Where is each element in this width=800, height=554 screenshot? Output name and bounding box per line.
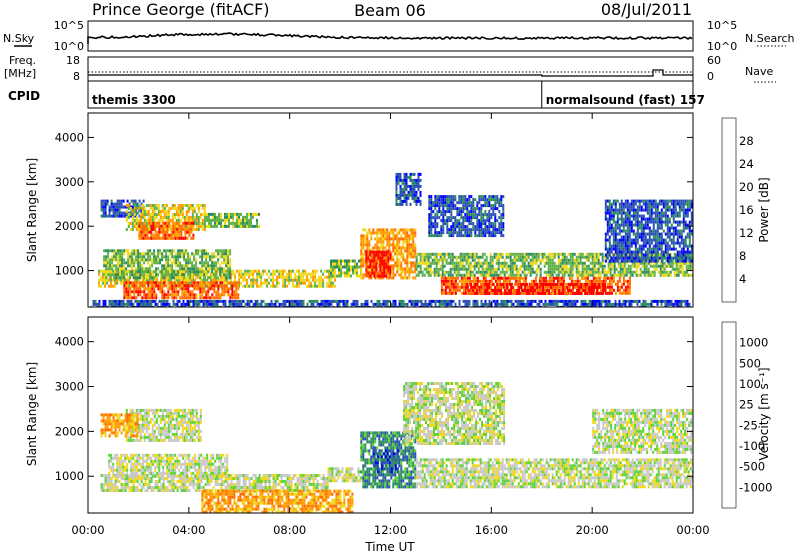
date-label: 08/Jul/2011: [601, 0, 692, 19]
velocity-colorbar-frame: [721, 321, 737, 509]
time-axis: 00:00 04:00 08:00 12:00 16:00 20:00 00:00: [71, 113, 710, 537]
velocity-region: [100, 413, 139, 438]
power-region: [138, 221, 195, 240]
power-colorbar-frame: [721, 117, 737, 303]
cpid-mode-label: themis 3300: [92, 93, 176, 107]
power-region: [123, 281, 240, 300]
velocity-colorbar-tick-label: 1000: [739, 336, 768, 350]
velocity-colorbar-label: Velocity [m s⁻¹]: [757, 367, 771, 460]
freq-unit-label: [MHz]: [4, 67, 36, 80]
power-region: [330, 259, 362, 278]
velocity-colorbar-tick-label: -500: [739, 460, 765, 474]
freq-label: Freq.: [9, 54, 36, 67]
power-colorbar-tick-label: 28: [739, 134, 754, 148]
time-tick-label: 00:00: [676, 523, 709, 537]
velocity-y-axis: 1000 2000 3000 4000: [55, 335, 693, 483]
freq-left-tick-bottom: 8: [73, 70, 80, 83]
freq-panel-frame: [87, 56, 694, 82]
power-colorbar-tick-label: 24: [739, 157, 754, 171]
velocity-colorbar-tick-label: -25: [739, 418, 758, 432]
velocity-y-tick-label: 1000: [55, 469, 84, 483]
power-y-tick-label: 2000: [55, 219, 84, 233]
figure-title: Prince George (fitACF): [92, 0, 270, 19]
time-tick-label: 12:00: [374, 523, 407, 537]
power-region: [365, 250, 392, 278]
power-region: [204, 212, 260, 228]
power-heatmap: [90, 172, 693, 307]
power-y-axis: 1000 2000 3000 4000: [55, 130, 693, 278]
power-colorbar-tick-label: 12: [739, 226, 754, 240]
time-tick-label: 00:00: [71, 523, 104, 537]
velocity-y-tick-label: 2000: [55, 424, 84, 438]
time-tick-label: 04:00: [172, 523, 205, 537]
velocity-region: [403, 382, 506, 445]
velocity-region: [108, 453, 229, 478]
velocity-region: [372, 449, 399, 474]
noise-sky-trace: [87, 32, 693, 44]
velocity-colorbar: 1000 500 100 25 -25 -100 -500 -1000: [721, 321, 772, 509]
velocity-ylabel: Slant Range [km]: [25, 362, 39, 466]
beam-label: Beam 06: [354, 1, 426, 20]
velocity-region: [592, 408, 693, 454]
power-y-tick-label: 1000: [55, 264, 84, 278]
velocity-colorbar-tick-label: 100: [739, 377, 761, 391]
freq-left-tick-top: 18: [66, 54, 80, 67]
freq-right-tick-top: 60: [707, 54, 721, 67]
velocity-y-tick-label: 3000: [55, 380, 84, 394]
noise-trace: [87, 32, 693, 44]
noise-sky-label: N.Sky: [3, 32, 35, 45]
power-region: [103, 249, 232, 280]
velocity-colorbar-tick-label: -100: [739, 439, 765, 453]
time-axis-label: Time UT: [364, 540, 415, 554]
power-ylabel: Slant Range [km]: [25, 158, 39, 262]
power-colorbar-tick-label: 20: [739, 180, 754, 194]
noise-left-tick-top: 10^5: [54, 19, 84, 32]
power-y-tick-label: 4000: [55, 130, 84, 144]
velocity-region: [415, 458, 693, 489]
velocity-colorbar-tick-label: 25: [739, 398, 754, 412]
noise-left-tick-bottom: 10^0: [54, 40, 84, 53]
noise-panel-frame: [87, 20, 694, 52]
time-tick-label: 16:00: [475, 523, 508, 537]
nave-label: Nave: [745, 65, 773, 78]
power-colorbar-tick-label: 16: [739, 203, 754, 217]
velocity-colorbar-tick-label: 500: [739, 356, 761, 370]
power-colorbar-label: Power [dB]: [757, 177, 771, 242]
noise-right-tick-top: 10^5: [707, 19, 737, 32]
freq-right-tick-bottom: 0: [707, 70, 714, 83]
noise-right-tick-bottom: 10^0: [707, 40, 737, 53]
power-colorbar-tick-label: 8: [739, 249, 746, 263]
noise-search-label: N.Search: [745, 32, 795, 45]
cpid-panel-frame: [87, 80, 694, 109]
frequency-trace: [88, 69, 693, 77]
power-colorbar: 28 24 20 16 12 8 4: [721, 117, 754, 303]
power-region: [466, 283, 607, 295]
power-y-tick-label: 3000: [55, 175, 84, 189]
time-tick-label: 08:00: [273, 523, 306, 537]
power-region: [395, 172, 422, 206]
power-region: [604, 199, 693, 263]
velocity-y-tick-label: 4000: [55, 335, 84, 349]
power-region: [90, 299, 691, 307]
power-region: [428, 195, 505, 238]
time-tick-label: 20:00: [576, 523, 609, 537]
velocity-heatmap: [100, 382, 693, 513]
cpid-mode-label: normalsound (fast) 157: [546, 93, 705, 107]
velocity-region: [201, 489, 354, 513]
cpid-label: CPID: [8, 89, 40, 103]
freq-trace: [88, 69, 693, 77]
power-colorbar-tick-label: 4: [739, 272, 746, 286]
power-region: [125, 204, 206, 231]
velocity-region: [327, 467, 362, 483]
velocity-colorbar-tick-label: -1000: [739, 480, 772, 494]
